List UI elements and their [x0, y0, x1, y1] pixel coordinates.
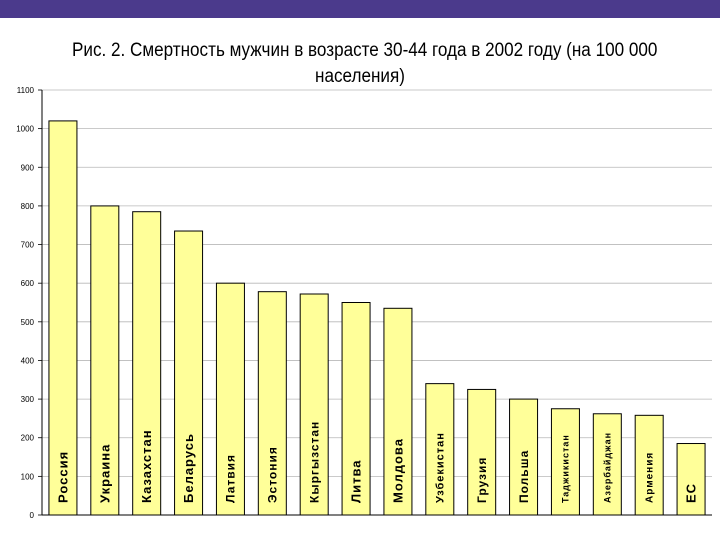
chart-title: Рис. 2. Смертность мужчин в возрасте 30-…	[72, 38, 658, 90]
bar	[383, 307, 413, 516]
bar	[425, 383, 455, 516]
bar	[299, 293, 329, 516]
y-tick-label: 1100	[17, 86, 35, 95]
y-tick-label: 0	[30, 511, 35, 520]
bar	[467, 388, 497, 516]
chart-title-line-2: населения)	[315, 66, 405, 87]
bar	[257, 291, 287, 516]
bar	[676, 443, 706, 516]
bar-category-label: Эстония	[266, 446, 280, 503]
bar-category-label: Таджикистан	[561, 434, 571, 503]
y-tick-label: 100	[21, 472, 35, 481]
bar-category-label: Беларусь	[181, 433, 196, 503]
y-tick-label: 900	[21, 163, 35, 172]
bar-category-label: Украина	[97, 444, 112, 503]
bar-category-label: Польша	[517, 450, 531, 503]
bar-category-label: Кыргызстан	[307, 421, 321, 503]
y-tick-label: 700	[21, 241, 35, 250]
y-tick-label: 200	[21, 434, 35, 443]
chart-title-line-1: Рис. 2. Смертность мужчин в возрасте 30-…	[72, 40, 658, 61]
y-tick-label: 300	[21, 395, 35, 404]
bar-category-label: Узбекистан	[435, 432, 447, 503]
bar	[634, 414, 664, 516]
bar-category-label: Азербайджан	[602, 432, 612, 503]
y-tick-label: 500	[21, 318, 35, 327]
bar	[550, 408, 580, 516]
bar-category-label: ЕС	[684, 483, 699, 503]
bar-category-label: Россия	[55, 451, 70, 503]
bar-category-label: Литва	[349, 459, 364, 503]
bar-category-label: Латвия	[224, 454, 238, 503]
y-tick-label: 400	[21, 356, 35, 365]
bar-category-label: Грузия	[475, 457, 489, 503]
bar	[215, 282, 245, 516]
bars	[48, 120, 706, 516]
y-tick-label: 800	[21, 202, 35, 211]
y-tick-label: 1000	[16, 125, 34, 134]
bar-category-label: Молдова	[390, 438, 405, 503]
bar	[132, 211, 162, 516]
bar	[174, 230, 204, 516]
bar-category-label: Армения	[645, 452, 656, 503]
bar	[48, 120, 78, 516]
bar	[509, 398, 539, 516]
bar	[90, 205, 120, 516]
bar	[592, 413, 622, 516]
top-band	[0, 0, 720, 18]
bar-category-label: Казахстан	[139, 429, 154, 503]
bar-labels: Россия Украина Казахстан Беларусь Латвия Эсто…	[55, 421, 698, 503]
bar	[341, 302, 371, 516]
y-tick-label: 600	[21, 279, 35, 288]
